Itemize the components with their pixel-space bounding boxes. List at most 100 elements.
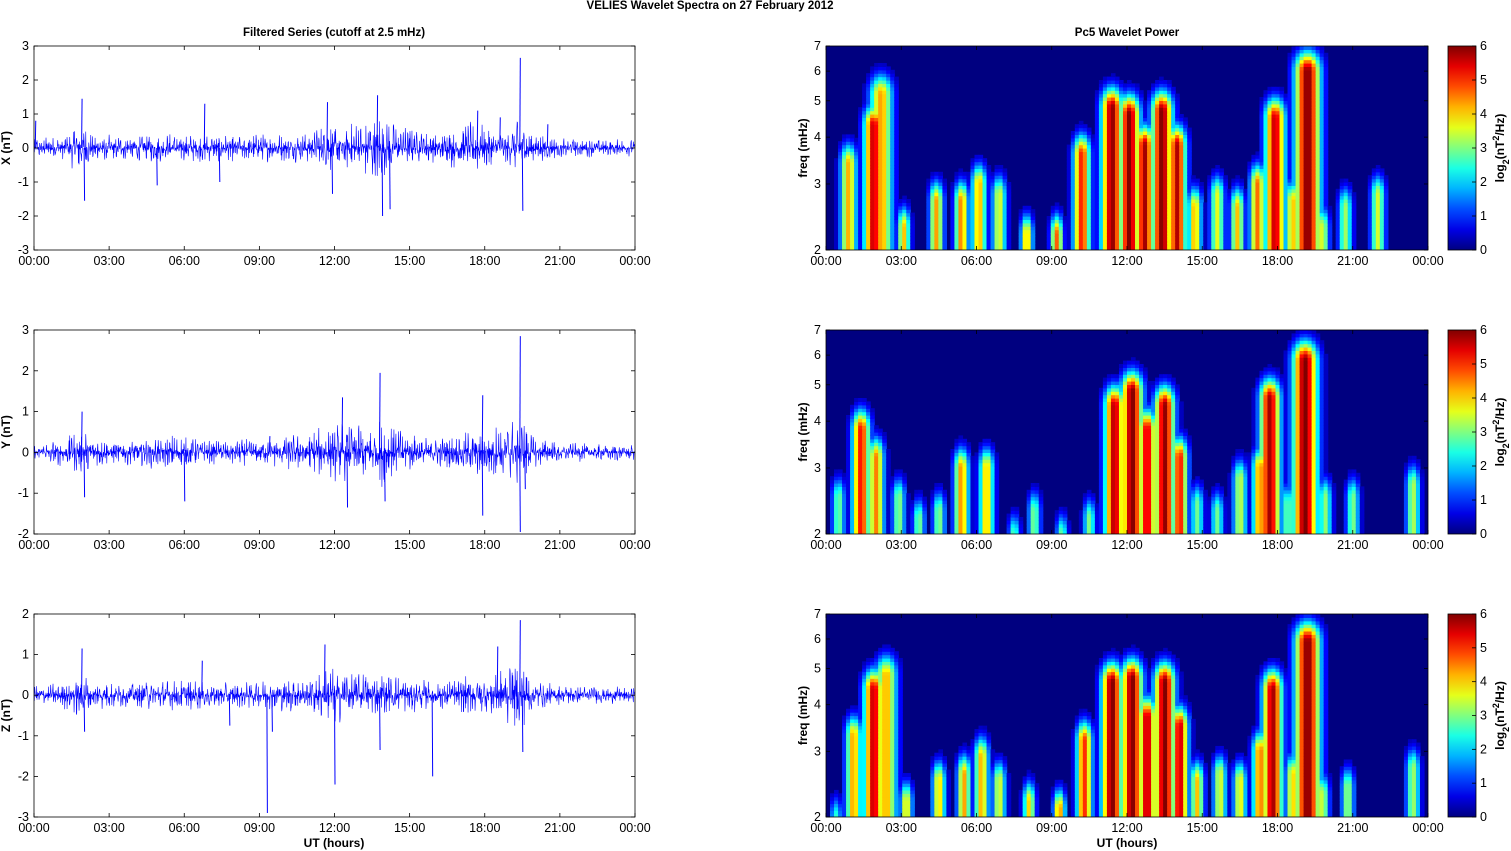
spectrum-cell (1143, 243, 1148, 248)
spectrum-cell (906, 216, 911, 220)
signal-spike (481, 452, 484, 516)
spectrum-cell (1139, 192, 1144, 197)
spectrum-cell (1375, 216, 1381, 220)
y-tick-label: -2 (18, 769, 29, 783)
spectrum-cell (1267, 154, 1273, 159)
spectrum-cell (862, 103, 867, 108)
spectrum-cell (1223, 202, 1228, 207)
spectrum-cell (834, 233, 839, 237)
spectrum-cell (1287, 80, 1293, 84)
spectrum-cell (1295, 66, 1301, 71)
spectrum-cell (1267, 117, 1273, 122)
spectrum-cell (1307, 90, 1313, 95)
spectrum-cell (1283, 117, 1289, 122)
spectrum-cell (870, 233, 875, 237)
spectrum-cell (850, 432, 855, 436)
spectrum-cell (866, 158, 871, 163)
spectrum-cell (1223, 233, 1228, 237)
spectrum-cell (1319, 195, 1325, 200)
spectrum-cell (878, 66, 883, 71)
spectrum-cell (1187, 171, 1192, 176)
spectrum-cell (1058, 219, 1064, 224)
spectrum-cell (1159, 100, 1164, 105)
spectrum-cell (1323, 158, 1329, 163)
spectrum-cell (1219, 171, 1224, 176)
spectrum-cell (1191, 192, 1196, 197)
spectrum-cell (1026, 205, 1032, 210)
spectrum-cell (1271, 226, 1277, 231)
spectrum-cell (842, 239, 847, 244)
spectrum-cell (1187, 219, 1192, 224)
spectrum-cell (846, 185, 851, 190)
spectrum-cell (962, 199, 968, 203)
spectrum-cell (1259, 137, 1265, 142)
spectrum-cell (1311, 76, 1317, 81)
spectrum-cell (1263, 110, 1269, 115)
spectrum-cell (870, 462, 875, 467)
spectrum-cell (938, 236, 943, 241)
spectrum-cell (874, 168, 879, 173)
spectrum-cell (1094, 137, 1100, 142)
spectrum-cell (1323, 151, 1329, 156)
spectrum-cell (974, 239, 980, 244)
spectrum-cell (1295, 107, 1301, 112)
spectrum-cell (998, 182, 1004, 186)
spectrum-cell (1259, 168, 1265, 173)
spectrum-cell (1271, 144, 1277, 149)
spectrum-cell (842, 175, 847, 180)
spectrum-cell (854, 168, 859, 173)
spectrum-cell (834, 185, 839, 190)
spectrum-cell (866, 401, 871, 406)
spectrum-cell (954, 199, 960, 203)
spectrum-cell (1106, 212, 1112, 217)
spectrum-cell (1263, 233, 1269, 237)
spectrum-cell (1135, 229, 1140, 234)
spectrum-cell (954, 239, 960, 244)
spectrum-cell (882, 205, 887, 210)
spectrum-cell (878, 466, 883, 470)
spectrum-cell (1247, 209, 1253, 214)
spectrum-cell (874, 435, 879, 440)
spectrum-cell (858, 418, 863, 423)
spectrum-cell (1315, 93, 1321, 98)
spectrum-cell (978, 229, 984, 234)
spectrum-cell (850, 435, 855, 440)
spectrum-cell (882, 195, 887, 200)
spectrum-cell (854, 415, 859, 419)
spectrum-cell (1143, 199, 1148, 203)
spectrum-cell (1323, 93, 1329, 98)
spectrum-cell (1283, 233, 1289, 237)
spectrum-cell (874, 114, 879, 118)
spectrum-cell (866, 418, 871, 423)
spectrum-cell (1323, 69, 1329, 74)
spectrum-cell (1343, 188, 1349, 193)
spectrum-cell (878, 144, 883, 149)
spectrum-cell (862, 233, 867, 237)
spectrum-cell (1315, 73, 1321, 78)
spectrum-cell (1098, 219, 1104, 224)
spectrum-cell (870, 523, 875, 528)
spectrum-cell (1279, 151, 1285, 156)
spectrum-cell (1279, 110, 1285, 115)
spectrum-cell (1319, 83, 1325, 88)
series-panel-2: 00:00 03:00 06:00 09:00 12:00 15:00 18:00 21:00… (0, 323, 651, 552)
spectrum-cell (1271, 178, 1277, 183)
spectrum-cell (1295, 158, 1301, 163)
spectrum-cell (938, 233, 943, 237)
spectrum-cell (1074, 216, 1080, 220)
spectrum-cell (1287, 216, 1293, 220)
spectrum-cell (930, 233, 935, 237)
spectrum-cell (1371, 219, 1377, 224)
spectrum-cell (850, 229, 855, 234)
spectrum-cell (1347, 236, 1353, 241)
spectrum-cell (898, 209, 903, 214)
spectrum-cell (1118, 229, 1124, 234)
spectrum-cell (962, 202, 968, 207)
spectrum-cell (1139, 151, 1144, 156)
spectrum-cell (1303, 209, 1309, 214)
spectrum-cell (1159, 219, 1164, 224)
spectrum-cell (1195, 195, 1200, 200)
spectrum-cell (882, 442, 887, 447)
spectrum-cell (862, 428, 867, 433)
spectrum-cell (954, 216, 960, 220)
